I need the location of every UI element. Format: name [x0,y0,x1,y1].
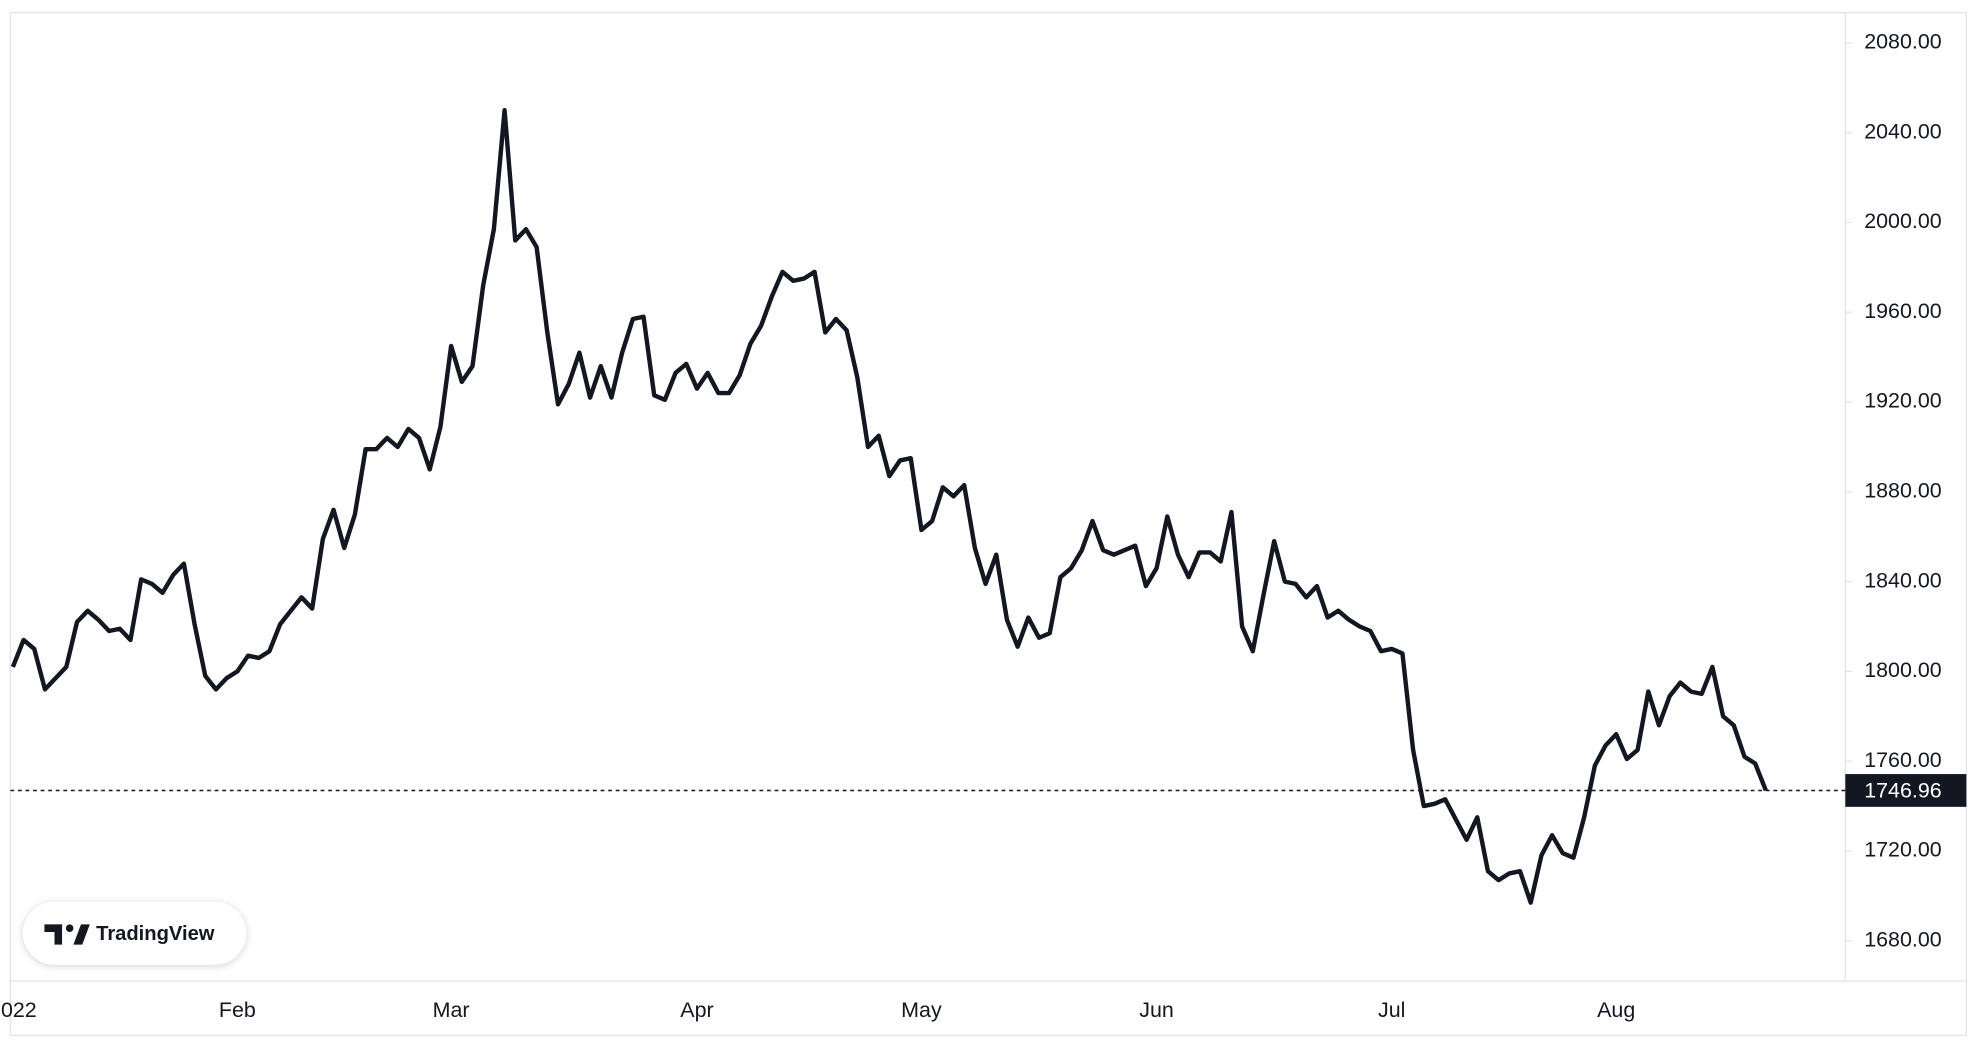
x-tick-label: Jun [1139,998,1174,1022]
y-tick-label: 1680.00 [1864,927,1942,951]
y-tick-label: 1920.00 [1864,389,1942,413]
y-tick-label: 1880.00 [1864,478,1942,502]
watermark-pill [22,901,247,965]
logo-part [44,924,63,945]
y-tick-label: 1800.00 [1864,658,1942,682]
plot [10,108,1846,905]
x-tick-label: Feb [219,998,256,1022]
last-price-badge [1845,774,1967,807]
x-tick-label: Apr [680,998,713,1022]
watermark-text: TradingView [96,923,215,945]
logo-part [65,924,74,932]
y-tick-label: 2040.00 [1864,119,1942,143]
y-tick-label: 1840.00 [1864,568,1942,592]
logo-icon [44,924,90,945]
y-tick-label: 1760.00 [1864,748,1942,772]
watermark [22,901,247,965]
x-tick-label: Aug [1597,998,1635,1022]
y-tick-label: 1960.00 [1864,299,1942,323]
x-tick-label: Jul [1378,998,1405,1022]
axes: 1680.00 1720.00 1760.00 1800.00 1840.00 1880.… [0,30,1967,1022]
y-tick-label: 1720.00 [1864,838,1942,862]
y-tick-label: 2080.00 [1864,30,1942,54]
x-tick-label: May [901,998,942,1022]
price-line [10,108,1768,905]
last-price-label: 1746.96 [1864,778,1941,802]
frame [9,11,1968,1037]
x-tick-label: Mar [433,998,470,1022]
logo-part [73,924,90,945]
y-tick-label: 2000.00 [1864,209,1942,233]
x-tick-label: 2022 [0,998,37,1022]
